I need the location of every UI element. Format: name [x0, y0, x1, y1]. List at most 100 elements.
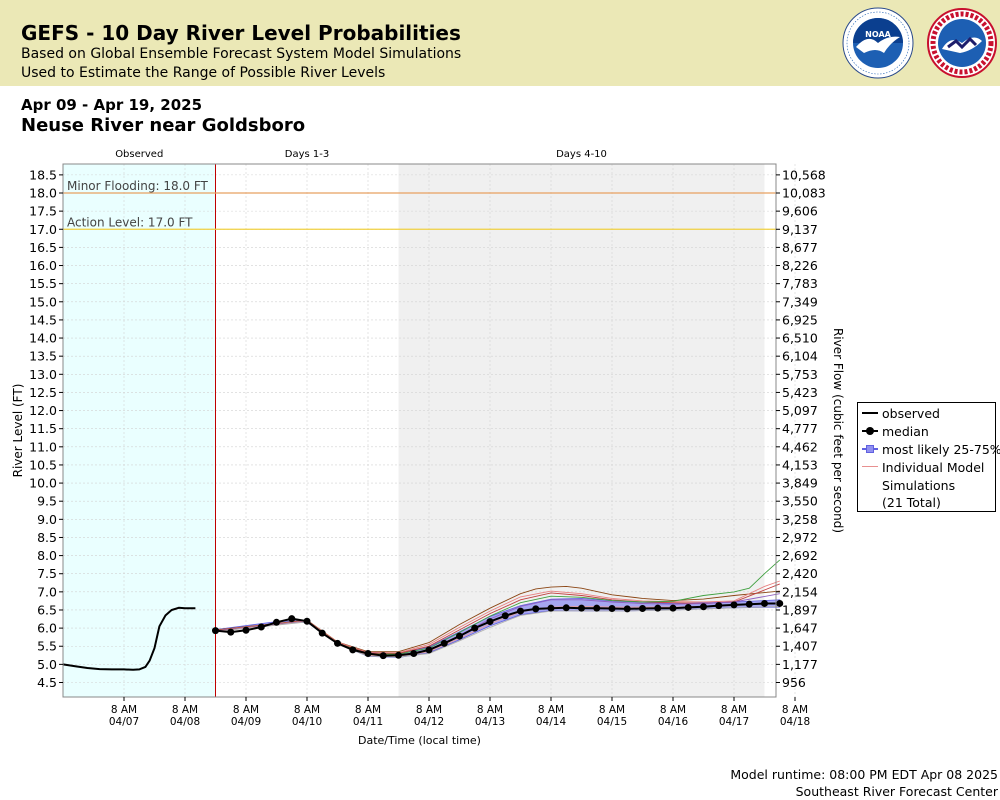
- x-tick-date-0: 04/07: [109, 716, 139, 728]
- median-point-14: [425, 646, 433, 654]
- x-tick-date-4: 04/11: [353, 716, 383, 728]
- x-tick-label-0: 8 AM: [111, 704, 137, 716]
- median-point-7: [318, 629, 326, 637]
- median-point-10: [364, 649, 372, 657]
- region-label-0: Observed: [115, 149, 163, 160]
- y-tick-label-4: 6.5: [37, 602, 57, 617]
- page-subtitle-1: Based on Global Ensemble Forecast System…: [21, 46, 462, 62]
- flow-tick-label-14: 4,777: [782, 421, 818, 436]
- flow-tick-label-13: 4,462: [782, 439, 818, 454]
- flow-tick-label-19: 6,510: [782, 331, 818, 346]
- y-tick-label-25: 17.0: [29, 222, 57, 237]
- median-point-19: [501, 612, 509, 620]
- y-tick-label-20: 14.5: [29, 312, 57, 327]
- flow-tick-label-10: 3,550: [782, 494, 818, 509]
- flow-tick-label-2: 1,407: [782, 639, 818, 654]
- median-point-24: [578, 604, 585, 612]
- x-axis-title: Date/Time (local time): [358, 734, 481, 747]
- x-tick-label-6: 8 AM: [477, 704, 503, 716]
- region-label-1: Days 1-3: [285, 149, 329, 160]
- median-point-30: [669, 604, 677, 612]
- median-point-33: [715, 602, 723, 610]
- median-point-1: [227, 628, 235, 636]
- x-tick-label-9: 8 AM: [660, 704, 686, 716]
- threshold-label-1: Action Level: 17.0 FT: [67, 215, 193, 229]
- date-range: Apr 09 - Apr 19, 2025: [21, 96, 203, 114]
- region-label-2: Days 4-10: [556, 149, 607, 160]
- y-tick-label-5: 7.0: [37, 584, 57, 599]
- x-tick-label-11: 8 AM: [782, 704, 808, 716]
- y-tick-label-19: 14.0: [29, 331, 57, 346]
- flow-tick-label-1: 1,177: [782, 657, 818, 672]
- flow-tick-label-7: 2,692: [782, 548, 818, 563]
- x-tick-date-5: 04/12: [414, 716, 444, 728]
- y-tick-label-9: 9.0: [37, 512, 57, 527]
- x-tick-date-1: 04/08: [170, 716, 200, 728]
- x-tick-label-8: 8 AM: [599, 704, 625, 716]
- flow-tick-label-12: 4,153: [782, 457, 818, 472]
- observed-line: [62, 606, 196, 671]
- median-point-26: [608, 605, 616, 613]
- x-tick-date-2: 04/09: [231, 716, 261, 728]
- median-point-22: [547, 604, 555, 612]
- y-tick-label-2: 5.5: [37, 639, 57, 654]
- national-weather-service-logo: [927, 8, 997, 78]
- median-point-21: [532, 605, 540, 613]
- median-point-29: [654, 604, 662, 612]
- y-tick-label-16: 12.5: [29, 385, 57, 400]
- x-tick-date-3: 04/10: [292, 716, 322, 728]
- median-point-11: [379, 652, 387, 660]
- median-point-17: [471, 624, 479, 632]
- threshold-lines: [63, 164, 776, 697]
- flow-tick-label-8: 2,972: [782, 530, 818, 545]
- model-member-1: [215, 580, 780, 654]
- y-tick-label-0: 4.5: [37, 675, 57, 690]
- legend-likely-range: most likely 25-75%: [882, 441, 1000, 457]
- header-banner: GEFS - 10 Day River Level Probabilities …: [0, 0, 1000, 86]
- y-tick-label-14: 11.5: [29, 421, 57, 436]
- flow-tick-label-20: 6,925: [782, 312, 818, 327]
- x-tick-label-3: 8 AM: [294, 704, 320, 716]
- y-axis-title: River Level (FT): [11, 384, 25, 478]
- legend-individual-3: (21 Total): [882, 494, 941, 510]
- y-tick-label-6: 7.5: [37, 566, 57, 581]
- model-runtime: Model runtime: 08:00 PM EDT Apr 08 2025: [730, 767, 998, 782]
- flow-tick-label-23: 8,226: [782, 258, 818, 273]
- noaa-logo: NOAA: [842, 7, 914, 79]
- median-point-2: [242, 626, 250, 634]
- flow-tick-label-11: 3,849: [782, 476, 818, 491]
- flow-tick-label-26: 9,606: [782, 204, 818, 219]
- x-tick-label-10: 8 AM: [721, 704, 747, 716]
- threshold-label-0: Minor Flooding: 18.0 FT: [67, 179, 209, 193]
- median-point-5: [288, 615, 296, 623]
- x-tick-date-7: 04/14: [536, 716, 567, 728]
- median-point-4: [273, 618, 280, 626]
- y-tick-label-24: 16.5: [29, 240, 57, 255]
- region-0: [63, 164, 216, 697]
- y-tick-label-11: 10.0: [29, 476, 57, 491]
- svg-text:NOAA: NOAA: [865, 30, 891, 39]
- y-tick-label-12: 10.5: [29, 457, 57, 472]
- x-tick-label-7: 8 AM: [538, 704, 564, 716]
- flow-tick-label-24: 8,677: [782, 240, 818, 255]
- x-tick-date-10: 04/17: [719, 716, 749, 728]
- flow-tick-label-22: 7,783: [782, 276, 818, 291]
- median-point-28: [639, 605, 646, 613]
- median-point-20: [517, 607, 524, 615]
- flow-tick-label-15: 5,097: [782, 403, 818, 418]
- chart-legend: observed median most likely 25-75% Indiv…: [857, 402, 1000, 512]
- y-tick-label-1: 5.0: [37, 657, 57, 672]
- flow-tick-label-18: 6,104: [782, 349, 818, 364]
- y-axis-right-title: River Flow (cubic feet per second): [831, 328, 845, 533]
- median-point-15: [440, 639, 448, 647]
- y-tick-label-18: 13.5: [29, 349, 57, 364]
- median-point-35: [745, 600, 753, 608]
- y-tick-label-22: 15.5: [29, 276, 57, 291]
- median-point-3: [257, 623, 265, 631]
- y-tick-label-8: 8.5: [37, 530, 57, 545]
- flow-tick-label-3: 1,647: [782, 621, 818, 636]
- x-tick-label-5: 8 AM: [416, 704, 442, 716]
- y-tick-label-15: 12.0: [29, 403, 57, 418]
- median-point-6: [303, 617, 311, 625]
